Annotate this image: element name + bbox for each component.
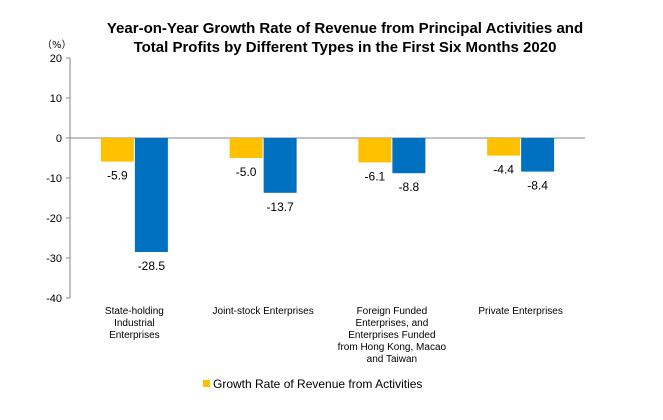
- y-tick-label: 20: [50, 53, 62, 65]
- bars-group: -5.9 -28.5 -5.0 -13.7 -6.1 -8.8 -4.4 -8.4: [100, 138, 555, 273]
- y-tick-label: -30: [46, 253, 62, 265]
- bar-series-1: [358, 138, 392, 163]
- category-label-line: Joint-stock Enterprises: [213, 306, 314, 317]
- category-labels: State-holding Industrial Enterprises Joint-…: [105, 306, 563, 365]
- y-tick-label: 0: [56, 133, 62, 145]
- category-label-line: Private Enterprises: [478, 306, 562, 317]
- data-label: -8.4: [527, 179, 548, 193]
- y-tick-label: -20: [46, 213, 62, 225]
- category-label-line: State-holding: [105, 306, 164, 317]
- category-label-line: Industrial: [114, 318, 155, 329]
- data-label: -5.9: [107, 169, 128, 183]
- legend: Growth Rate of Revenue from Activities: [203, 377, 422, 391]
- legend-label-revenue: Growth Rate of Revenue from Activities: [213, 377, 422, 391]
- data-label: -6.1: [365, 169, 386, 183]
- bar-series-1: [487, 138, 521, 156]
- legend-swatch-revenue: [203, 380, 210, 387]
- data-label: -13.7: [266, 200, 294, 214]
- category-label-line: from Hong Kong, Macao: [338, 342, 447, 353]
- data-label: -28.5: [138, 259, 166, 273]
- category-label-line: Enterprises, and: [355, 318, 428, 329]
- y-tick-label: 10: [50, 93, 62, 105]
- chart-title-line-1: Year-on-Year Growth Rate of Revenue from…: [107, 20, 583, 37]
- y-tick-label: -10: [46, 173, 62, 185]
- y-axis: 20 10 0 -10 -20 -30 -40: [46, 53, 585, 305]
- bar-series-2: [521, 138, 555, 172]
- bar-series-2: [134, 138, 168, 252]
- category-label-line: Foreign Funded: [357, 306, 428, 317]
- bar-series-1: [100, 138, 134, 162]
- bar-series-2: [263, 138, 297, 193]
- bar-series-2: [392, 138, 426, 174]
- category-label-line: Enterprises Funded: [348, 330, 435, 341]
- y-tick-label: -40: [46, 293, 62, 305]
- chart-title-line-2: Total Profits by Different Types in the …: [134, 39, 557, 56]
- category-label: Foreign Funded Enterprises, and Enterprise…: [338, 306, 447, 365]
- category-label: Private Enterprises: [478, 306, 562, 317]
- category-label: State-holding Industrial Enterprises: [105, 306, 164, 341]
- data-label: -5.0: [236, 165, 257, 179]
- category-label-line: and Taiwan: [367, 354, 417, 365]
- y-axis-unit-label: （%）: [42, 39, 72, 51]
- data-label: -8.8: [399, 180, 420, 194]
- bar-series-1: [229, 138, 263, 158]
- category-label: Joint-stock Enterprises: [213, 306, 314, 317]
- data-label: -4.4: [493, 163, 514, 177]
- category-label-line: Enterprises: [109, 330, 160, 341]
